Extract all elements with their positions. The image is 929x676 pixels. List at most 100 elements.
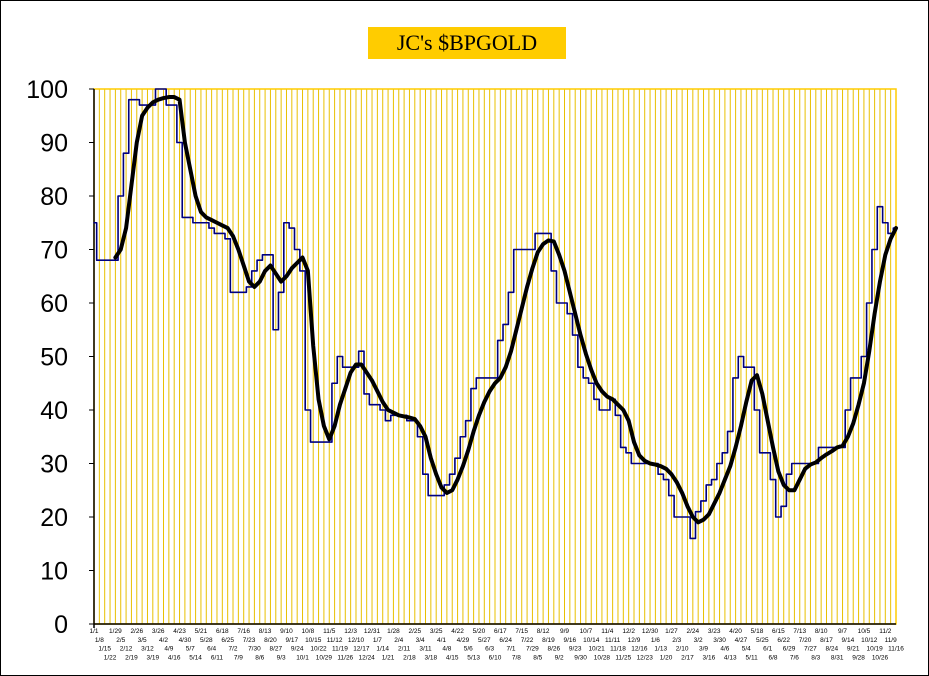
x-axis: 1/1 1/8 1/151/22 1/29 2/5 2/122/19 2/26 3/5 3/12… [89, 628, 904, 661]
x-tick-label: 9/14 [842, 637, 855, 644]
y-tick-label: 20 [40, 504, 68, 532]
x-tick-label: 5/27 [478, 637, 491, 644]
x-tick-label: 10/5 [858, 628, 871, 635]
x-tick-label: 11/16 [888, 646, 904, 653]
x-tick-label: 8/3 [811, 654, 820, 661]
x-tick-label: 7/13 [793, 628, 806, 635]
x-tick-label: 12/3 [344, 628, 357, 635]
x-tick-label: 10/22 [310, 646, 327, 653]
x-tick-label: 5/21 [195, 628, 208, 635]
x-tick-label: 5/20 [473, 628, 486, 635]
x-tick-label: 12/31 [364, 628, 381, 635]
y-tick-label: 100 [26, 76, 68, 104]
x-tick-label: 1/21 [382, 654, 395, 661]
x-tick-label: 1/22 [104, 654, 117, 661]
x-tick-label: 1/1 [89, 628, 98, 635]
x-tick-label: 5/18 [751, 628, 764, 635]
x-tick-label: 4/9 [164, 646, 173, 653]
x-tick-label: 11/4 [601, 628, 614, 635]
x-tick-label: 6/3 [485, 646, 494, 653]
x-tick-label: 4/22 [451, 628, 464, 635]
x-tick-label: 3/11 [419, 646, 432, 653]
x-tick-label: 6/29 [783, 646, 796, 653]
x-tick-label: 11/2 [879, 628, 892, 635]
x-tick-label: 3/16 [703, 654, 716, 661]
x-tick-label: 2/24 [686, 628, 699, 635]
x-tick-label: 1/8 [95, 637, 104, 644]
x-tick-label: 8/10 [815, 628, 828, 635]
x-tick-label: 1/13 [654, 646, 667, 653]
gridlines [93, 89, 897, 624]
x-tick-label: 1/27 [665, 628, 678, 635]
x-tick-label: 7/27 [804, 646, 817, 653]
smoothed-series-line [113, 95, 898, 525]
x-tick-label: 5/7 [186, 646, 195, 653]
x-tick-label: 6/18 [216, 628, 229, 635]
x-tick-label: 8/26 [547, 646, 560, 653]
x-tick-label: 12/24 [359, 654, 376, 661]
x-tick-label: 2/11 [398, 646, 411, 653]
x-tick-label: 3/18 [425, 654, 438, 661]
x-tick-label: 1/20 [660, 654, 673, 661]
x-tick-label: 1/15 [98, 646, 111, 653]
x-tick-label: 10/1 [296, 654, 309, 661]
x-tick-label: 7/1 [507, 646, 516, 653]
x-tick-label: 2/17 [681, 654, 694, 661]
x-tick-label: 1/29 [109, 628, 122, 635]
x-tick-label: 2/10 [676, 646, 689, 653]
x-tick-label: 7/23 [243, 637, 256, 644]
x-tick-label: 5/28 [200, 637, 213, 644]
x-tick-label: 11/25 [615, 654, 631, 661]
x-tick-label: 6/15 [772, 628, 785, 635]
y-tick-label: 90 [40, 130, 68, 158]
y-tick-label: 50 [40, 344, 68, 372]
x-tick-label: 9/17 [285, 637, 298, 644]
x-tick-label: 2/12 [120, 646, 133, 653]
x-tick-label: 5/11 [746, 654, 759, 661]
x-tick-label: 11/19 [332, 646, 348, 653]
x-tick-label: 3/5 [138, 637, 147, 644]
x-tick-label: 2/26 [130, 628, 143, 635]
x-tick-label: 4/1 [437, 637, 446, 644]
x-tick-label: 4/27 [735, 637, 748, 644]
chart-title: JC's $BPGOLD [368, 27, 566, 59]
x-tick-label: 11/26 [337, 654, 353, 661]
x-tick-label: 5/6 [464, 646, 473, 653]
x-tick-label: 2/4 [394, 637, 403, 644]
x-tick-label: 10/29 [316, 654, 333, 661]
x-tick-label: 4/30 [179, 637, 192, 644]
x-tick-label: 6/4 [207, 646, 216, 653]
raw-series-line [93, 88, 897, 540]
x-tick-label: 5/25 [756, 637, 769, 644]
x-tick-label: 2/5 [116, 637, 125, 644]
x-tick-label: 4/2 [159, 637, 168, 644]
x-tick-label: 7/22 [521, 637, 534, 644]
x-tick-label: 11/5 [323, 628, 336, 635]
x-tick-label: 9/24 [291, 646, 304, 653]
x-tick-label: 4/15 [446, 654, 459, 661]
x-tick-label: 7/16 [237, 628, 250, 635]
x-tick-label: 3/4 [416, 637, 425, 644]
x-tick-label: 12/9 [628, 637, 641, 644]
x-tick-label: 3/30 [713, 637, 726, 644]
x-tick-label: 3/12 [141, 646, 154, 653]
series-group [93, 88, 898, 540]
x-tick-label: 6/17 [494, 628, 507, 635]
x-tick-label: 8/27 [269, 646, 282, 653]
x-tick-label: 12/23 [637, 654, 654, 661]
x-tick-label: 7/20 [799, 637, 812, 644]
x-tick-label: 2/18 [403, 654, 416, 661]
x-tick-label: 8/5 [533, 654, 542, 661]
x-tick-label: 10/26 [872, 654, 889, 661]
x-tick-label: 12/17 [353, 646, 370, 653]
x-tick-label: 7/15 [515, 628, 528, 635]
x-tick-label: 9/21 [847, 646, 860, 653]
x-tick-label: 9/7 [838, 628, 847, 635]
x-tick-label: 8/20 [264, 637, 277, 644]
x-tick-label: 5/4 [742, 646, 751, 653]
x-tick-label: 6/25 [221, 637, 234, 644]
x-tick-label: 9/16 [564, 637, 577, 644]
x-tick-label: 11/18 [610, 646, 626, 653]
x-tick-label: 4/6 [720, 646, 729, 653]
x-tick-label: 10/28 [594, 654, 611, 661]
